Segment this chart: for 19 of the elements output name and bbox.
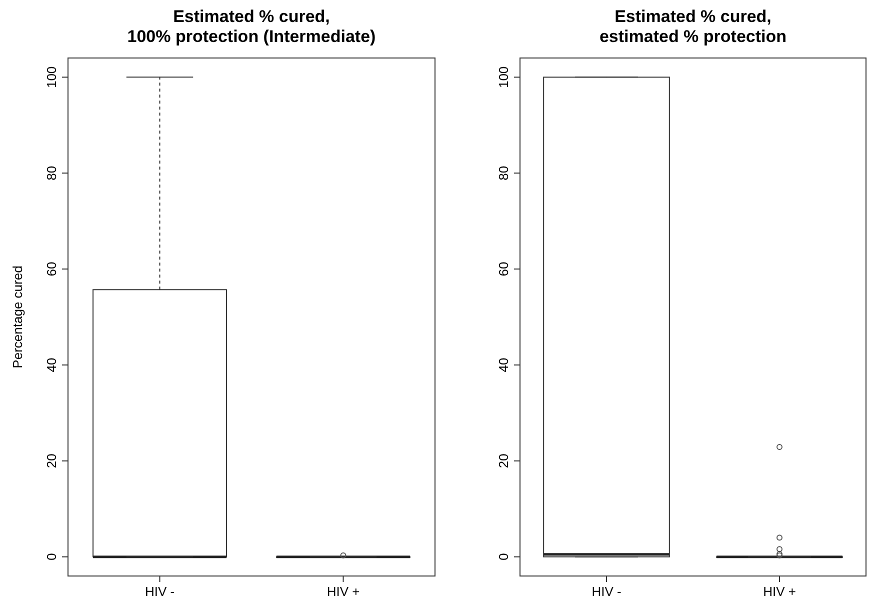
y-tick-label: 20 <box>44 454 59 468</box>
y-tick-label: 40 <box>496 358 511 372</box>
y-tick-label: 0 <box>496 553 511 560</box>
x-tick-label: HIV + <box>326 584 360 599</box>
y-tick-label: 100 <box>496 66 511 88</box>
chart-title: Estimated % cured, estimated % protection <box>599 7 787 46</box>
y-tick-label: 60 <box>496 262 511 276</box>
y-tick-label: 20 <box>496 454 511 468</box>
x-tick-label: HIV - <box>144 584 175 599</box>
y-tick-label: 40 <box>44 358 59 372</box>
y-tick-label: 0 <box>44 553 59 560</box>
x-tick-label: HIV + <box>763 584 796 599</box>
chart-title: Estimated % cured, 100% protection (Intermediate) <box>127 7 376 46</box>
y-tick-label: 60 <box>44 262 59 276</box>
y-tick-label: 100 <box>44 66 59 88</box>
y-axis-title: Percentage cured <box>10 266 25 368</box>
y-tick-label: 80 <box>44 166 59 180</box>
x-tick-label: HIV - <box>592 584 622 599</box>
y-tick-label: 80 <box>496 166 511 180</box>
